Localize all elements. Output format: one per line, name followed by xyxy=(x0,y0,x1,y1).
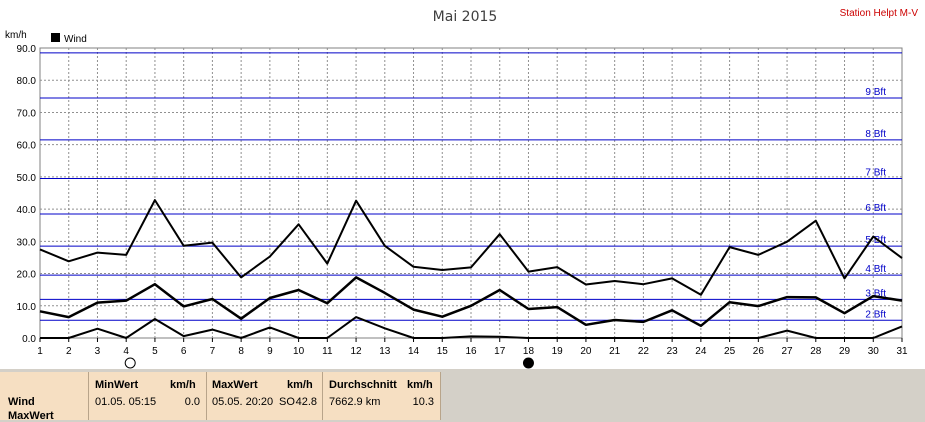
x-tick-label: 2 xyxy=(66,346,72,357)
x-tick-label: 29 xyxy=(839,346,851,357)
x-tick-label: 22 xyxy=(638,346,650,357)
x-tick-label: 11 xyxy=(322,346,333,357)
avg-distance: 7662.9 km xyxy=(329,396,381,408)
y-tick-label: 90.0 xyxy=(17,44,37,55)
beaufort-label: 3 Bft xyxy=(865,288,886,299)
chart-title: Mai 2015 xyxy=(433,9,498,25)
x-tick-label: 12 xyxy=(351,346,363,357)
min-value: 0.0 xyxy=(184,396,200,408)
y-tick-label: 0.0 xyxy=(22,334,36,345)
avg-unit: km/h xyxy=(407,379,433,391)
max-dir: SO xyxy=(279,396,295,408)
y-unit-label: km/h xyxy=(5,30,27,41)
x-tick-label: 24 xyxy=(695,346,707,357)
y-tick-label: 80.0 xyxy=(17,76,37,87)
x-tick-label: 18 xyxy=(523,346,535,357)
beaufort-label: 7 Bft xyxy=(865,168,886,179)
beaufort-label: 2 Bft xyxy=(865,309,886,320)
x-tick-label: 17 xyxy=(494,346,506,357)
x-tick-label: 10 xyxy=(293,346,305,357)
y-tick-label: 20.0 xyxy=(17,270,37,281)
series-line-min xyxy=(40,316,903,339)
avg-value: 10.3 xyxy=(412,396,434,408)
axis-layer: 0.0 10.0 20.0 30.0 40.0 50.0 60.0 70.0 80.0 90.0 1… xyxy=(17,44,908,357)
avg-header: Durchschnitt xyxy=(329,379,397,391)
x-tick-label: 14 xyxy=(408,346,420,357)
x-tick-label: 4 xyxy=(123,346,129,357)
beaufort-label: 6 Bft xyxy=(865,203,886,214)
y-tick-label: 30.0 xyxy=(17,237,37,248)
chart-background xyxy=(0,0,925,372)
series-line-max xyxy=(39,199,903,296)
row-label-maxwert: MaxWert xyxy=(8,410,54,422)
wind-chart: Mai 2015 Station Helpt M-V km/h Wind 2 B… xyxy=(0,0,925,372)
series-layer xyxy=(39,199,903,339)
x-tick-label: 8 xyxy=(238,346,244,357)
min-unit: km/h xyxy=(170,379,196,391)
legend-label: Wind xyxy=(64,34,87,45)
x-tick-label: 3 xyxy=(95,346,101,357)
x-tick-label: 5 xyxy=(152,346,158,357)
avg-cell: Durchschnitt km/h 7662.9 km 10.3 xyxy=(323,372,441,420)
max-header: MaxWert xyxy=(212,379,258,391)
x-tick-label: 28 xyxy=(810,346,822,357)
row-label-wind: Wind xyxy=(8,396,35,408)
x-tick-label: 16 xyxy=(465,346,477,357)
x-tick-label: 1 xyxy=(37,346,43,357)
x-tick-label: 20 xyxy=(580,346,592,357)
max-value: 42.8 xyxy=(295,396,317,408)
beaufort-label: 8 Bft xyxy=(865,129,886,140)
legend-swatch xyxy=(51,33,60,42)
min-cell: MinWert km/h 01.05. 05:15 0.0 xyxy=(88,372,207,420)
beaufort-label: 5 Bft xyxy=(865,235,886,246)
x-tick-label: 7 xyxy=(210,346,216,357)
station-label: Station Helpt M-V xyxy=(840,8,919,19)
full-moon-icon xyxy=(124,357,136,369)
min-header: MinWert xyxy=(95,379,139,391)
x-tick-label: 13 xyxy=(379,346,391,357)
beaufort-label: 4 Bft xyxy=(865,264,886,275)
x-tick-label: 30 xyxy=(868,346,880,357)
y-tick-label: 10.0 xyxy=(17,302,37,313)
y-tick-label: 60.0 xyxy=(17,141,37,152)
x-tick-label: 15 xyxy=(437,346,449,357)
x-tick-label: 19 xyxy=(552,346,564,357)
y-tick-label: 40.0 xyxy=(17,205,37,216)
max-cell: MaxWert km/h 05.05. 20:20 SO 42.8 xyxy=(206,372,323,420)
x-tick-label: 9 xyxy=(267,346,273,357)
x-tick-label: 21 xyxy=(609,346,621,357)
new-moon-icon xyxy=(522,357,534,369)
info-panel: Wind MaxWert MinWert km/h 01.05. 05:15 0… xyxy=(0,372,441,422)
x-tick-label: 31 xyxy=(896,346,908,357)
y-tick-label: 50.0 xyxy=(17,173,37,184)
beaufort-label: 9 Bft xyxy=(865,87,886,98)
x-tick-label: 6 xyxy=(181,346,187,357)
grid-layer xyxy=(40,48,902,338)
beaufort-layer: 2 Bft 3 Bft 4 Bft 5 Bft 6 Bft 7 Bft 8 Bft 9 Bft xyxy=(40,52,902,321)
max-time: 05.05. 20:20 xyxy=(212,396,274,408)
x-tick-label: 23 xyxy=(667,346,679,357)
x-tick-label: 25 xyxy=(724,346,736,357)
min-time: 01.05. 05:15 xyxy=(95,396,157,408)
x-tick-label: 27 xyxy=(782,346,794,357)
moon-layer xyxy=(124,357,534,369)
series-line-avg xyxy=(39,276,903,328)
max-unit: km/h xyxy=(287,379,313,391)
y-tick-label: 70.0 xyxy=(17,108,37,119)
x-tick-label: 26 xyxy=(753,346,765,357)
